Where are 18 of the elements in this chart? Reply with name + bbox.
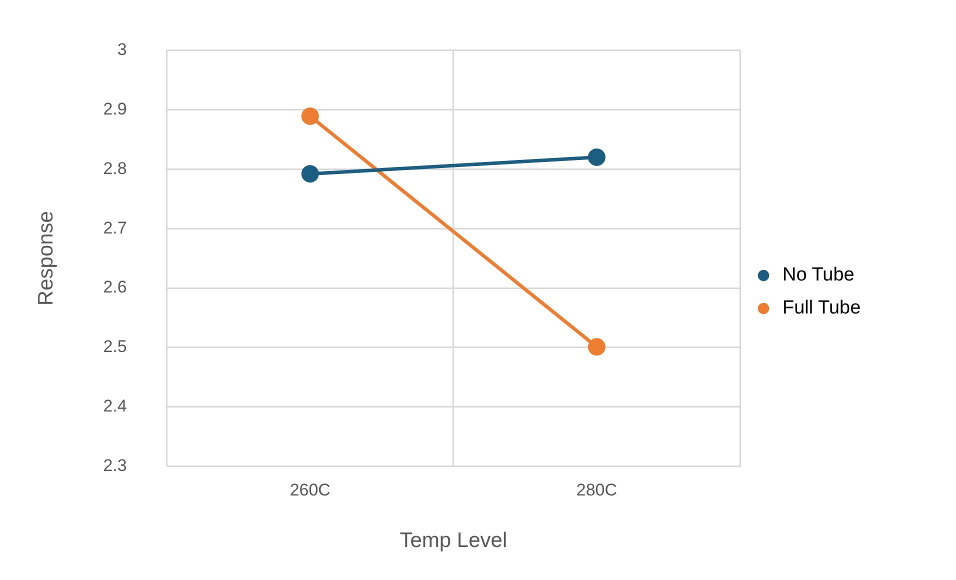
- point: [588, 148, 606, 166]
- y-tick-label: 2.6: [103, 278, 127, 297]
- y-tick-label: 2.3: [103, 456, 127, 476]
- x-tick-label: 280C: [576, 480, 618, 500]
- point: [301, 165, 319, 183]
- legend-label: Full Tube: [782, 298, 861, 319]
- y-tick-label: 2.4: [103, 396, 127, 416]
- point: [301, 107, 319, 125]
- point: [588, 338, 606, 356]
- x-tick-label: 260C: [290, 480, 330, 500]
- y-tick-label: 2.5: [103, 337, 127, 356]
- legend-label: No Tube: [782, 264, 854, 286]
- y-tick-label: 3: [117, 40, 127, 59]
- y-tick-label: 2.9: [103, 99, 127, 118]
- y-tick-label: 2.7: [103, 218, 127, 238]
- y-tick-label: 2.8: [103, 158, 127, 178]
- y-axis-title: Response: [34, 211, 58, 306]
- x-axis-title: Temp Level: [400, 529, 508, 552]
